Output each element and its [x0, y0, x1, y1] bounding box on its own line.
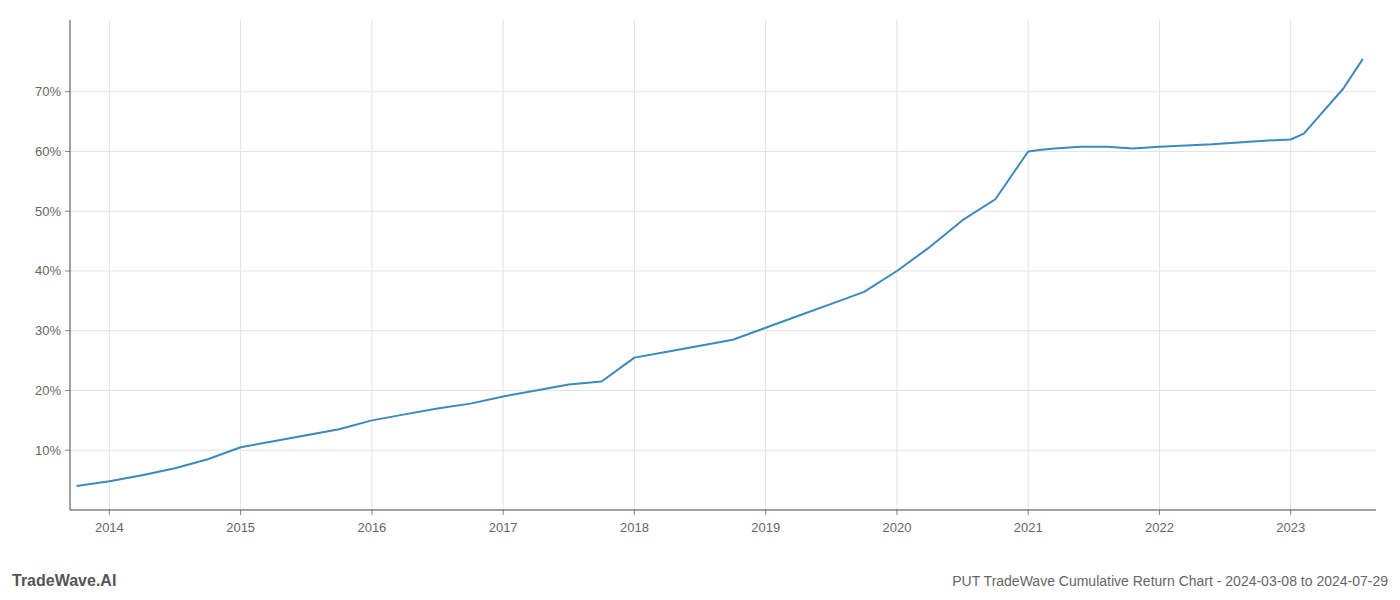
x-grid-line	[634, 20, 635, 510]
y-tick-label: 50%	[35, 204, 61, 219]
x-axis-line	[70, 510, 1376, 511]
x-grid-line	[371, 20, 372, 510]
axes: 2014 2015 2016 2017 2018 2019 2020 2021 2022 2023…	[35, 20, 1376, 535]
x-tick	[1290, 510, 1291, 515]
x-grid-line	[1290, 20, 1291, 510]
y-grid-line	[70, 450, 1376, 451]
y-tick	[65, 211, 70, 212]
y-grid-line	[70, 211, 1376, 212]
x-grid-line	[503, 20, 504, 510]
y-tick	[65, 450, 70, 451]
y-grid-line	[70, 390, 1376, 391]
x-tick	[371, 510, 372, 515]
y-grid-line	[70, 151, 1376, 152]
title: PUT TradeWave Cumulative Return Chart - …	[952, 573, 1388, 589]
x-tick-label: 2017	[489, 520, 518, 535]
x-tick	[634, 510, 635, 515]
x-grid-line	[109, 20, 110, 510]
x-tick	[1028, 510, 1029, 515]
x-tick	[1159, 510, 1160, 515]
x-tick	[765, 510, 766, 515]
x-tick-label: 2021	[1014, 520, 1043, 535]
y-tick	[65, 390, 70, 391]
y-grid-line	[70, 330, 1376, 331]
x-tick-label: 2016	[357, 520, 386, 535]
x-tick-label: 2019	[751, 520, 780, 535]
x-grid-line	[765, 20, 766, 510]
x-tick	[896, 510, 897, 515]
y-tick	[65, 91, 70, 92]
x-tick-label: 2015	[226, 520, 255, 535]
x-tick-label: 2023	[1276, 520, 1305, 535]
grid	[70, 20, 1376, 510]
chart: 2014 2015 2016 2017 2018 2019 2020 2021 2022 2023…	[0, 0, 1400, 600]
x-grid-line	[1159, 20, 1160, 510]
y-tick-label: 10%	[35, 443, 61, 458]
y-tick	[65, 330, 70, 331]
x-tick	[109, 510, 110, 515]
x-grid-line	[240, 20, 241, 510]
x-tick-label: 2014	[95, 520, 124, 535]
y-tick-label: 40%	[35, 263, 61, 278]
series-group	[77, 59, 1363, 486]
x-tick-label: 2022	[1145, 520, 1174, 535]
x-tick-label: 2018	[620, 520, 649, 535]
y-tick	[65, 151, 70, 152]
y-tick-label: 20%	[35, 383, 61, 398]
x-tick-label: 2020	[882, 520, 911, 535]
y-grid-line	[70, 91, 1376, 92]
y-axis-line	[70, 20, 71, 510]
y-tick-label: 30%	[35, 323, 61, 338]
watermark: TradeWave.AI	[12, 572, 116, 589]
line	[77, 59, 1363, 486]
y-tick-label: 60%	[35, 144, 61, 159]
x-grid-line	[1028, 20, 1029, 510]
x-tick	[503, 510, 504, 515]
y-tick	[65, 270, 70, 271]
x-grid-line	[896, 20, 897, 510]
y-grid-line	[70, 270, 1376, 271]
x-tick	[240, 510, 241, 515]
y-tick-label: 70%	[35, 84, 61, 99]
